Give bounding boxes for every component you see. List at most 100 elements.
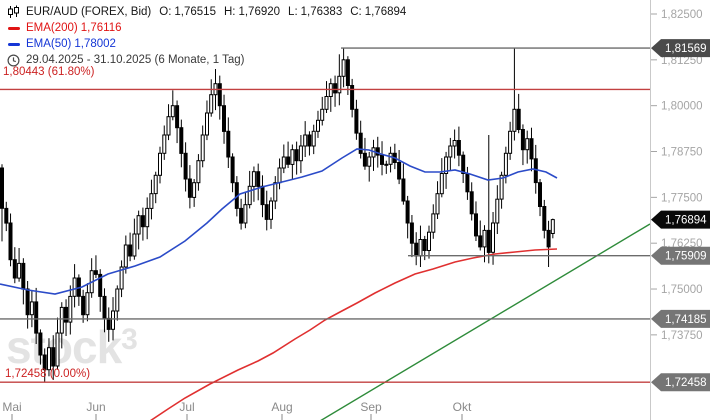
ema50-marker-icon (8, 42, 20, 46)
candle-body (166, 116, 171, 136)
candle-body (358, 132, 363, 154)
candle-body (516, 108, 521, 131)
candle-body (303, 134, 308, 147)
candle-body (260, 185, 265, 206)
price-badge-label: 1,76894 (665, 215, 707, 227)
candle-body (106, 317, 111, 330)
y-tick-label: 1,73750 (661, 330, 703, 342)
candle-body (277, 167, 282, 184)
price-badge (651, 373, 710, 392)
candle-body (226, 130, 231, 158)
price-badge-label: 1,75909 (665, 251, 707, 263)
month-label: Jun (86, 400, 105, 414)
candle-body (47, 347, 51, 371)
candle-body (149, 193, 154, 209)
candle-body (316, 119, 320, 132)
candle-body (145, 207, 150, 228)
candle-body (435, 193, 440, 215)
ema200-legend-row: EMA(200) 1,76116 (6, 20, 406, 36)
candle-body (290, 149, 295, 165)
ema50-legend-row: EMA(50) 1,78002 (6, 36, 406, 52)
ema200-value: 1,76116 (80, 22, 122, 34)
candle-body (495, 198, 500, 224)
candle-body (102, 295, 107, 319)
candle-body (68, 295, 73, 323)
candle-body (196, 160, 201, 184)
candle-body (81, 295, 86, 316)
ema200-label: EMA(200) (26, 22, 78, 34)
y-tick-label: 1,75000 (661, 284, 703, 296)
candle-body (17, 262, 22, 279)
candle-body (205, 112, 209, 136)
candle-body (200, 134, 205, 162)
candle-body (491, 222, 495, 253)
candle-body (281, 156, 286, 169)
candle-body (465, 173, 470, 193)
ema50-value: 1,78002 (74, 38, 116, 50)
candle-body (42, 354, 47, 371)
candle-body (409, 222, 414, 244)
candle-body (136, 215, 141, 235)
candle-body (12, 259, 17, 279)
month-label: Aug (271, 400, 292, 414)
candle-body (337, 75, 342, 94)
symbol-name: EUR/AUD (FOREX, Bid) (26, 6, 152, 18)
price-badge-label: 1,81569 (665, 43, 707, 55)
ema50-line (0, 148, 558, 295)
candle-body (128, 244, 133, 257)
high-value: 1,76920 (238, 6, 281, 18)
low-value: 1,76383 (300, 6, 343, 18)
close-value: 1,76894 (364, 6, 407, 18)
candle-body (333, 83, 338, 94)
candle-body (251, 171, 256, 187)
candle-body (405, 200, 410, 224)
candle-body (115, 288, 120, 312)
candle-body (85, 292, 90, 316)
candles-layer (0, 48, 555, 383)
stock3-watermark: stock3 (6, 321, 138, 373)
y-tick-label: 1,78750 (661, 147, 703, 159)
candle-body (546, 229, 551, 248)
candle-body (59, 306, 64, 334)
candle-body (162, 134, 167, 154)
candle-body (324, 96, 329, 110)
candle-body (222, 105, 226, 132)
candle-body (499, 174, 504, 200)
price-badge (651, 39, 710, 58)
open-label: O: (159, 6, 172, 18)
candle-body (345, 59, 350, 86)
candle-body (98, 273, 103, 297)
candle-body (29, 301, 34, 316)
ema200-line (150, 248, 558, 420)
candle-body (111, 310, 115, 330)
month-label: Mai (2, 400, 21, 414)
candle-body (183, 152, 188, 180)
fib-0-label: 1,72458 (0.00%) (5, 368, 91, 380)
symbol-quote-row: EUR/AUD (FOREX, Bid) O: 1,76515 H: 1,769… (6, 4, 406, 20)
candle-body (8, 222, 13, 261)
y-tick-label: 1,77500 (661, 192, 703, 204)
candle-body (51, 347, 56, 367)
month-label: Okt (453, 400, 472, 414)
price-badge (651, 246, 710, 265)
candle-body (422, 239, 427, 251)
candle-body (384, 163, 389, 166)
candle-body (269, 200, 273, 220)
candle-body (362, 152, 367, 167)
price-badge (651, 309, 710, 328)
candle-body (153, 174, 158, 195)
candle-body (439, 173, 444, 195)
candle-body (217, 83, 222, 107)
candle-body (401, 178, 406, 202)
y-tick-label: 1,81250 (661, 55, 703, 67)
high-label: H: (223, 6, 236, 18)
candle-body (179, 127, 184, 154)
candle-body (286, 156, 291, 165)
candle-body (264, 204, 269, 220)
price-badge-label: 1,74185 (665, 314, 707, 326)
candle-body (350, 85, 355, 110)
candle-body (0, 167, 4, 209)
candle-body (123, 244, 128, 268)
candle-body (525, 138, 530, 151)
candle-body (256, 171, 261, 187)
